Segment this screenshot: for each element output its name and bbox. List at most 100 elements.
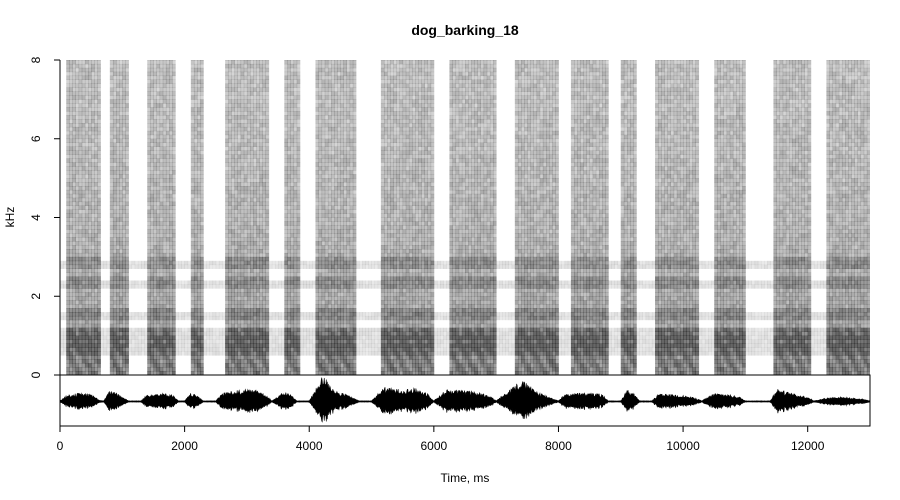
spectrogram-cell xyxy=(119,335,123,340)
spectrogram-cell xyxy=(259,355,263,360)
spectrogram-cell xyxy=(250,237,254,242)
spectrogram-cell xyxy=(265,264,270,269)
spectrogram-cell xyxy=(253,123,257,128)
spectrogram-cell xyxy=(91,268,95,273)
spectrogram-cell xyxy=(116,351,120,356)
spectrogram-cell xyxy=(153,158,157,163)
spectrogram-cell xyxy=(234,268,238,273)
spectrogram-cell xyxy=(165,327,170,332)
spectrogram-cell xyxy=(147,95,151,100)
spectrogram-cell xyxy=(331,288,335,293)
spectrogram-cell xyxy=(290,233,295,238)
spectrogram-cell xyxy=(290,166,295,171)
spectrogram-cell xyxy=(287,241,291,246)
spectrogram-cell xyxy=(81,315,86,321)
spectrogram-cell xyxy=(84,276,89,281)
spectrogram-cell xyxy=(290,241,295,246)
spectrogram-cell xyxy=(256,186,260,191)
spectrogram-cell xyxy=(78,296,83,301)
spectrogram-cell xyxy=(265,138,270,143)
spectrogram-cell xyxy=(200,221,204,226)
spectrogram-cell xyxy=(162,308,167,313)
spectrogram-cell xyxy=(81,79,86,84)
spectrogram-cell xyxy=(78,335,83,340)
spectrogram-cell xyxy=(78,304,83,309)
spectrogram-cell xyxy=(331,75,335,80)
spectrogram-cell xyxy=(119,300,123,305)
spectrogram-cell xyxy=(231,217,235,222)
spectrogram-cell xyxy=(200,339,204,344)
spectrogram-cell xyxy=(299,312,304,317)
spectrogram-cell xyxy=(296,83,301,88)
spectrogram-cell xyxy=(156,347,161,352)
spectrogram-cell xyxy=(119,138,123,143)
spectrogram-cell xyxy=(253,189,257,195)
spectrogram-cell xyxy=(165,123,170,128)
spectrogram-cell xyxy=(116,237,120,242)
spectrogram-cell xyxy=(159,91,164,96)
spectrogram-cell xyxy=(141,327,145,332)
spectrogram-cell xyxy=(109,60,114,65)
spectrogram-cell xyxy=(169,75,173,80)
spectrogram-cell xyxy=(259,178,263,183)
spectrogram-cell xyxy=(112,347,117,352)
spectrogram-cell xyxy=(72,205,76,210)
spectrogram-cell xyxy=(259,158,263,163)
spectrogram-cell xyxy=(250,213,254,218)
spectrogram-cell xyxy=(324,166,329,171)
spectrogram-cell xyxy=(315,111,319,116)
spectrogram-cell xyxy=(225,249,229,254)
spectrogram-cell xyxy=(293,213,298,218)
spectrogram-cell xyxy=(290,158,295,163)
spectrogram-cell xyxy=(78,300,83,305)
spectrogram-cell xyxy=(318,75,323,80)
spectrogram-cell xyxy=(253,150,257,155)
spectrogram-cell xyxy=(94,134,98,140)
spectrogram-cell xyxy=(75,103,80,108)
spectrogram-cell xyxy=(162,174,167,179)
spectrogram-cell xyxy=(318,312,323,317)
spectrogram-cell xyxy=(231,154,235,159)
spectrogram-cell xyxy=(231,123,235,128)
spectrogram-cell xyxy=(159,182,164,187)
spectrogram-cell xyxy=(240,221,245,226)
spectrogram-cell xyxy=(162,343,167,348)
spectrogram-cell xyxy=(284,351,288,356)
spectrogram-cell xyxy=(165,264,170,269)
spectrogram-cell xyxy=(116,138,120,143)
spectrogram-cell xyxy=(66,339,70,344)
spectrogram-cell xyxy=(231,284,235,289)
spectrogram-cell xyxy=(234,170,238,175)
spectrogram-cell xyxy=(197,343,201,348)
spectrogram-cell xyxy=(240,63,245,69)
spectrogram-cell xyxy=(243,174,248,179)
spectrogram-cell xyxy=(97,355,101,360)
spectrogram-cell xyxy=(234,103,238,108)
spectrogram-cell xyxy=(147,197,151,203)
spectrogram-cell xyxy=(327,67,332,73)
spectrogram-cell xyxy=(222,331,226,336)
spectrogram-cell xyxy=(169,205,173,210)
spectrogram-cell xyxy=(246,268,251,273)
spectrogram-cell xyxy=(75,60,80,65)
spectrogram-cell xyxy=(331,331,335,336)
spectrogram-cell xyxy=(331,312,335,317)
spectrogram-cell xyxy=(309,280,313,285)
spectrogram-cell xyxy=(262,312,267,317)
spectrogram-cell xyxy=(237,126,242,132)
spectrogram-cell xyxy=(60,312,64,317)
spectrogram-cell xyxy=(228,347,232,352)
spectrogram-cell xyxy=(259,174,263,179)
spectrogram-cell xyxy=(84,201,89,206)
spectrogram-cell xyxy=(97,229,101,234)
spectrogram-cell xyxy=(91,351,95,356)
spectrogram-cell xyxy=(228,189,232,195)
spectrogram-cell xyxy=(84,256,89,262)
spectrogram-cell xyxy=(225,95,229,100)
spectrogram-cell xyxy=(128,280,133,285)
spectrogram-cell xyxy=(156,95,161,100)
spectrogram-cell xyxy=(327,339,332,344)
spectrogram-cell xyxy=(327,146,332,151)
spectrogram-cell xyxy=(66,288,70,293)
spectrogram-cell xyxy=(72,63,76,69)
